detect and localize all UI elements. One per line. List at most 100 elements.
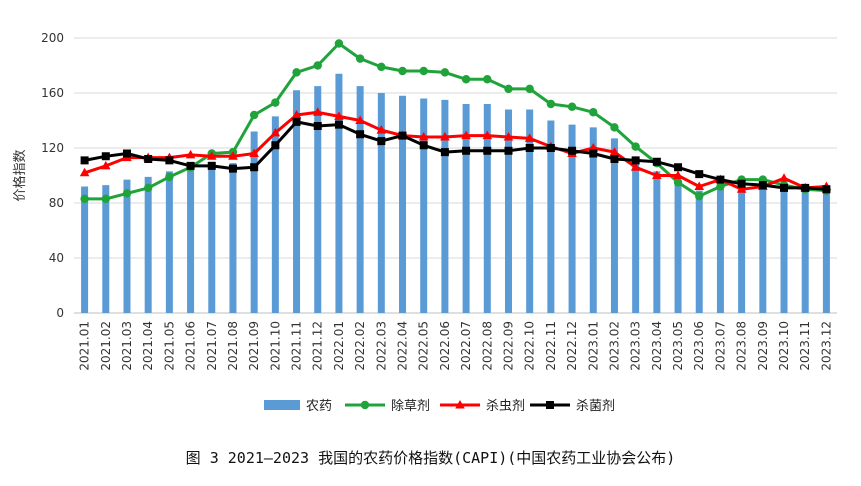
x-tick-label: 2021.05 <box>162 321 176 371</box>
x-tick-label: 2022.04 <box>396 321 410 371</box>
legend-item: 除草剂 <box>345 399 430 414</box>
marker-square <box>334 120 343 129</box>
x-tick-label: 2021.12 <box>311 321 325 371</box>
x-tick-label: 2022.02 <box>353 321 367 371</box>
marker-triangle <box>736 184 747 193</box>
x-tick-label: 2021.04 <box>141 321 155 371</box>
x-tick-label: 2022.06 <box>438 321 452 371</box>
marker-square <box>716 175 725 184</box>
marker-square <box>780 183 789 192</box>
marker-triangle <box>694 181 705 190</box>
marker-triangle <box>524 133 535 142</box>
marker-triangle <box>312 107 323 116</box>
bar <box>208 161 216 313</box>
marker-circle <box>360 400 370 410</box>
x-tick-label: 2021.10 <box>268 321 282 371</box>
marker-circle <box>101 194 110 204</box>
legend-swatch <box>264 400 300 410</box>
bar <box>462 104 470 313</box>
legend-label: 除草剂 <box>391 399 430 414</box>
marker-square <box>271 141 280 150</box>
marker-circle <box>440 68 450 77</box>
grid-lines <box>74 37 837 314</box>
marker-circle <box>334 39 344 48</box>
bar <box>822 187 830 313</box>
x-tick-label: 2022.07 <box>459 321 473 371</box>
marker-triangle <box>376 125 387 134</box>
marker-square <box>737 179 746 188</box>
x-tick-label: 2021.01 <box>78 321 92 371</box>
bar <box>187 164 195 313</box>
x-tick-label: 2021.03 <box>120 321 134 371</box>
bar <box>610 138 618 313</box>
marker-circle <box>122 189 132 198</box>
marker-square <box>652 157 661 166</box>
legend-item: 杀菌剂 <box>530 399 615 414</box>
bar <box>441 99 449 313</box>
marker-square <box>610 155 619 163</box>
y-tick-label: 80 <box>49 196 64 210</box>
bar <box>420 98 428 313</box>
bar <box>547 120 555 313</box>
legend-label: 杀虫剂 <box>486 399 525 414</box>
marker-square <box>568 146 577 155</box>
marker-square <box>356 130 365 139</box>
marker-triangle <box>588 143 599 152</box>
marker-triangle <box>503 132 514 141</box>
bar <box>271 116 279 313</box>
bar <box>738 183 746 313</box>
marker-square <box>228 164 237 173</box>
x-tick-label: 2023.01 <box>586 321 600 371</box>
x-tick-label: 2023.05 <box>671 321 685 371</box>
bar <box>483 104 491 313</box>
marker-triangle <box>418 132 429 141</box>
marker-square <box>419 141 428 150</box>
marker-triangle <box>482 130 493 140</box>
x-tick-label: 2023.08 <box>735 321 749 371</box>
bar <box>674 179 682 313</box>
line-series <box>79 39 832 204</box>
marker-square <box>292 117 301 126</box>
marker-triangle <box>206 151 217 160</box>
marker-triangle <box>355 115 365 124</box>
x-tick-label: 2022.12 <box>565 321 579 371</box>
y-axis-label: 价格指数 <box>12 149 28 201</box>
marker-square <box>589 149 598 158</box>
bar <box>632 157 640 313</box>
marker-circle <box>461 75 471 84</box>
marker-triangle <box>291 110 302 119</box>
bar <box>81 186 89 313</box>
x-tick-label: 2022.05 <box>417 321 431 371</box>
series-杀菌剂 <box>80 117 831 194</box>
marker-square <box>758 181 767 190</box>
x-tick-label: 2023.03 <box>629 321 643 371</box>
x-tick-label: 2022.08 <box>480 321 494 371</box>
marker-triangle <box>228 151 238 160</box>
bar <box>653 171 661 313</box>
marker-triangle <box>630 162 641 171</box>
marker-square <box>483 146 492 155</box>
bar <box>504 109 512 313</box>
x-tick-label: 2023.11 <box>798 321 812 371</box>
figure-caption: 图 3 2021—2023 我国的农药价格指数(CAPI)(中国农药工业协会公布… <box>185 449 676 467</box>
marker-square <box>674 163 683 172</box>
legend: 农药 除草剂 杀虫剂 杀菌剂 <box>264 399 615 414</box>
x-tick-label: 2021.11 <box>290 321 304 371</box>
marker-circle <box>355 54 365 63</box>
y-tick-label: 0 <box>56 306 64 320</box>
marker-square <box>398 131 407 140</box>
marker-circle <box>377 62 386 72</box>
bar <box>144 176 152 313</box>
x-axis-ticks: 2021.01 2021.02 2021.03 2021.04 2021.05 2021.… <box>78 321 834 371</box>
marker-square <box>250 163 259 172</box>
bar <box>123 179 131 313</box>
bar <box>293 90 301 313</box>
marker-square <box>631 156 640 165</box>
bar <box>801 186 809 313</box>
y-axis-ticks: 0 40 80 120 160 200 <box>41 31 64 320</box>
bar <box>335 73 343 313</box>
marker-circle <box>546 99 556 109</box>
marker-triangle <box>440 132 450 141</box>
bar <box>695 190 703 313</box>
